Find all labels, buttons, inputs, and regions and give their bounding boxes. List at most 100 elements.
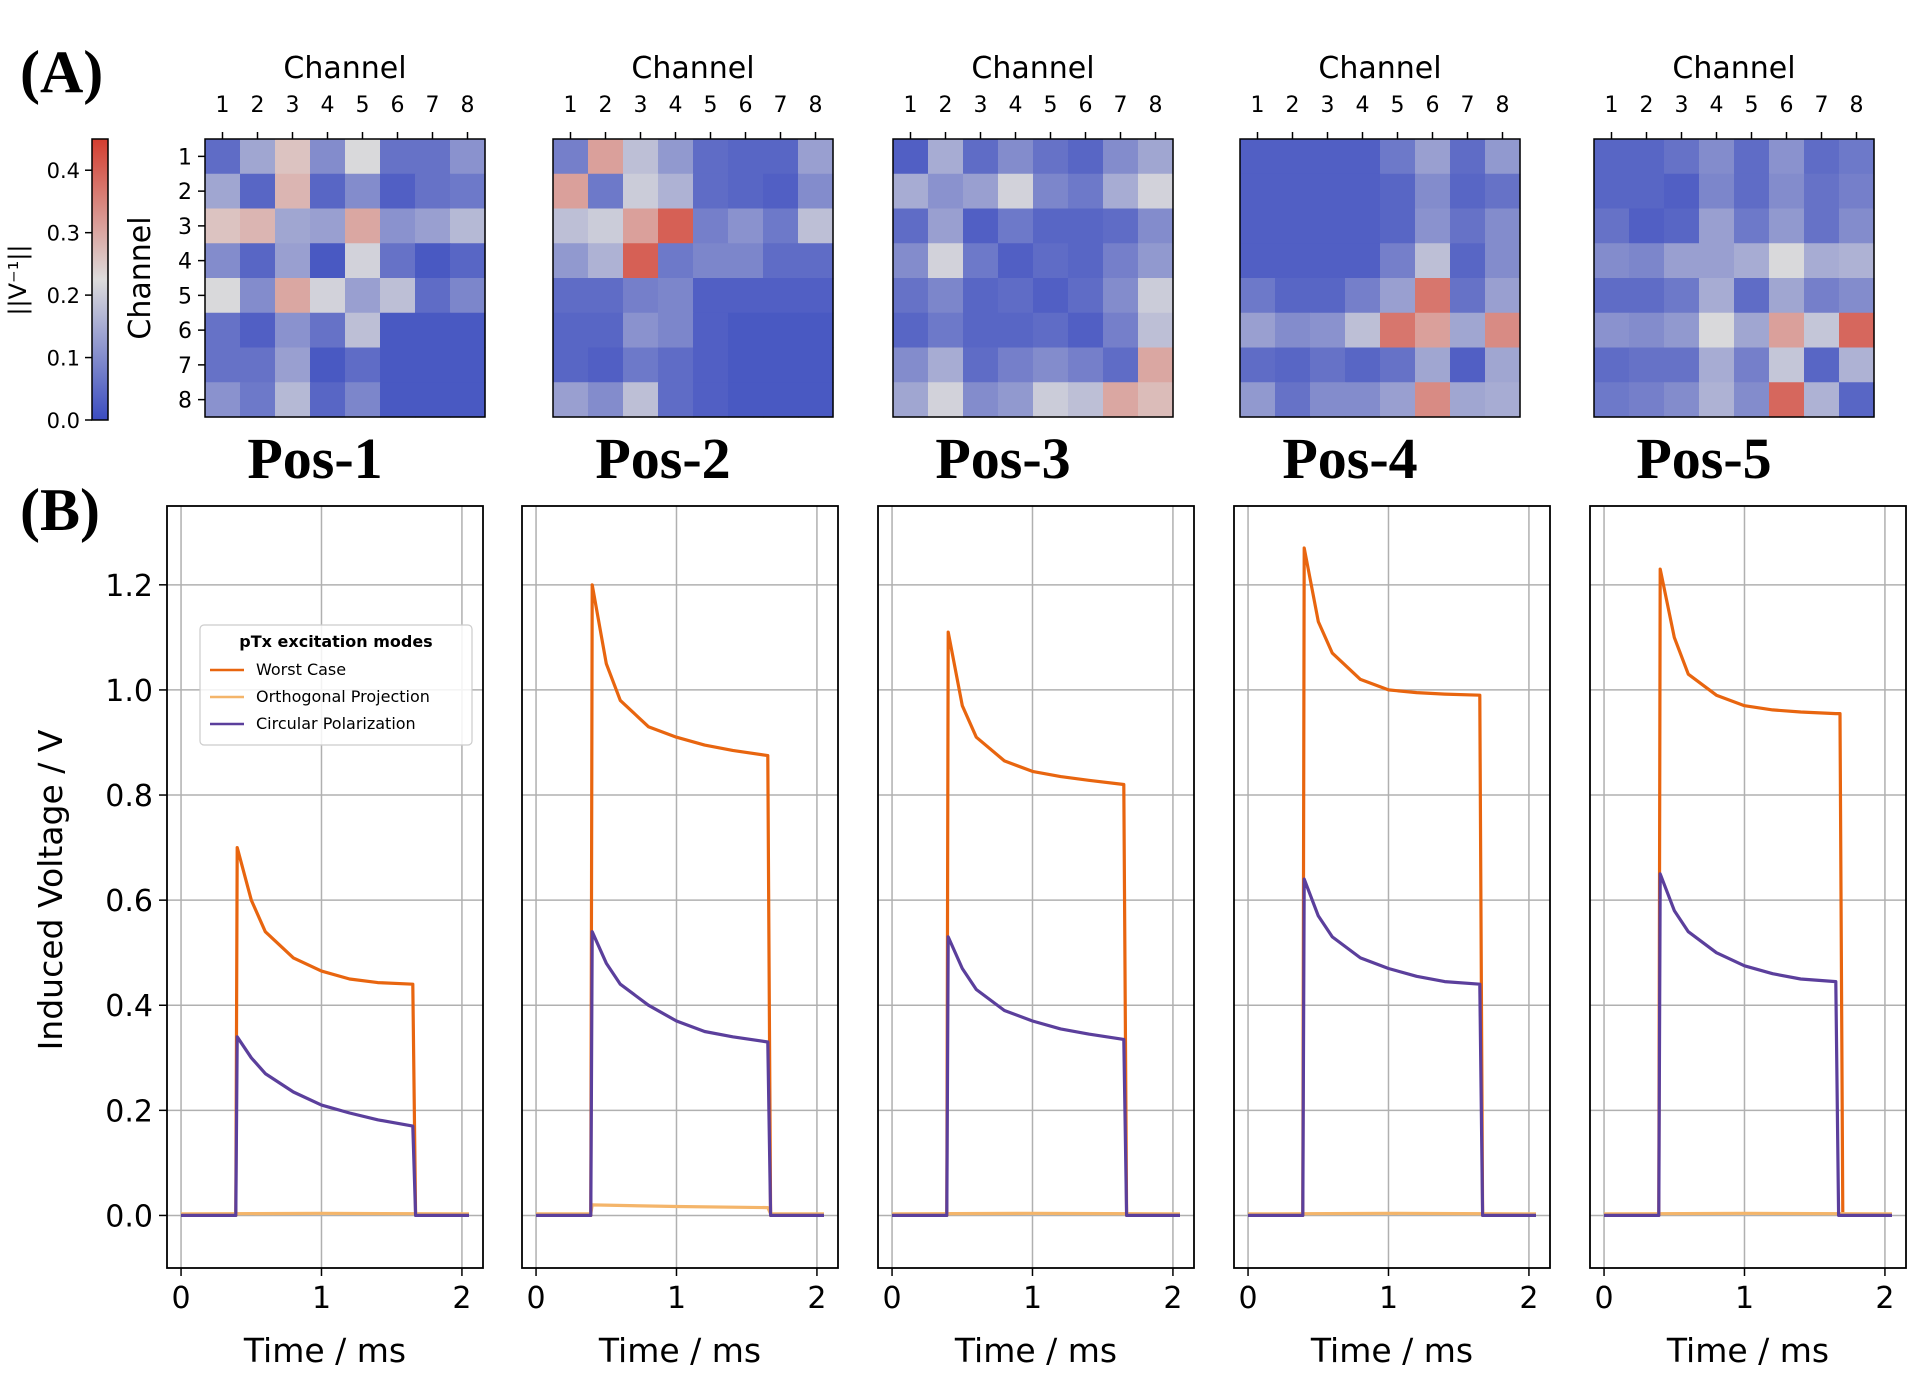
y-tick-label: 2 [178,180,192,205]
heatmap-cell [553,173,589,210]
heatmap-cell [998,243,1034,279]
heatmap-cell [1380,208,1416,244]
heatmap-cell [763,382,799,418]
x-tick-label: 5 [1044,93,1058,118]
y-tick-label: 4 [178,250,192,275]
x-tick-label: 0 [1594,1281,1613,1316]
heatmap-cell [928,278,964,314]
heatmap-cell [1594,347,1630,383]
legend-box [199,624,473,746]
heatmap-cell [963,347,999,383]
heatmap-cell [415,347,451,383]
heatmap-cell [1033,173,1069,210]
heatmap-cell [1068,312,1104,349]
heatmap-cell [553,278,589,314]
heatmap-cell [1345,278,1381,314]
x-tick-label: 3 [974,93,988,118]
legend-entry: Orthogonal Projection [256,687,430,706]
heatmap-cell [450,382,486,418]
heatmap-cell [450,278,486,314]
heatmap-cell [963,312,999,349]
heatmap-cell [1734,347,1770,383]
heatmap-cell [763,347,799,383]
x-tick-label: 8 [1149,93,1163,118]
heatmap-cell [1380,347,1416,383]
heatmap-cell [798,312,834,349]
pos-title: Pos-2 [595,426,730,491]
y-axis-label: Channel [123,216,158,339]
x-tick-label: 1 [1605,93,1619,118]
x-axis-label: Time / ms [598,1331,761,1370]
heatmap-cell [1310,139,1346,175]
x-tick-label: 8 [1850,93,1864,118]
pos-title: Pos-3 [935,426,1070,491]
heatmap-cell [1629,173,1665,210]
colorbar-tick-label: 0.3 [47,222,80,246]
heatmap-cell [1699,139,1735,175]
heatmap-cell [1769,208,1805,244]
heatmap-cell [345,208,381,244]
heatmap-cell [623,208,659,244]
heatmap-cell [998,347,1034,383]
x-axis-label: Channel [631,51,754,86]
heatmap-cell [1240,243,1276,279]
heatmap-cell [1240,382,1276,418]
heatmap-cell [1804,312,1840,349]
heatmap-cell [240,278,276,314]
heatmap-cell [415,382,451,418]
heatmap-cell [798,173,834,210]
y-tick-label: 0.2 [105,1094,153,1129]
heatmap-cell [728,382,764,418]
heatmap-cell [693,278,729,314]
heatmap-cell [345,278,381,314]
heatmap-frame [204,138,486,418]
heatmap-cell [1240,312,1276,349]
heatmap-cell [1415,139,1451,175]
x-tick-label: 6 [1426,93,1440,118]
heatmap-cell [345,173,381,210]
y-tick-label: 3 [178,215,192,240]
heatmap-cell [1240,208,1276,244]
heatmap-cell [1103,278,1139,314]
x-axis-label: Time / ms [1666,1331,1829,1370]
y-tick-label: 0.8 [105,779,153,814]
plot-frame [521,505,839,1269]
heatmap-cell [1485,173,1521,210]
heatmap-cell [310,382,346,418]
heatmap-cell [380,139,416,175]
heatmap-cell [450,139,486,175]
heatmap-cell [1804,243,1840,279]
heatmap-cell [1415,347,1451,383]
x-tick-label: 7 [426,93,440,118]
heatmap-cell [763,243,799,279]
heatmap-cell [205,243,241,279]
y-tick-label: 1 [178,145,192,170]
heatmap-cell [1310,208,1346,244]
x-tick-label: 3 [634,93,648,118]
heatmap-cell [1594,382,1630,418]
plot-frame [1233,505,1551,1269]
heatmap-cell [658,139,694,175]
heatmap-cell [798,139,834,175]
colorbar-bar [91,138,109,421]
heatmap-cell [1033,347,1069,383]
heatmap-cell [693,139,729,175]
heatmap-cell [963,173,999,210]
heatmap-cell [345,382,381,418]
x-tick-label: 8 [809,93,823,118]
heatmap-cell [380,382,416,418]
heatmap-cell [1664,278,1700,314]
x-tick-label: 1 [1251,93,1265,118]
heatmap-cell [1275,312,1311,349]
heatmap-cell [1240,173,1276,210]
heatmap-cell [998,382,1034,418]
heatmap-cell [1804,278,1840,314]
heatmap-cell [1734,312,1770,349]
x-tick-label: 8 [1496,93,1510,118]
heatmap-cell [310,173,346,210]
heatmap-cell [1345,243,1381,279]
plot-frame [166,505,484,1269]
heatmap-cell [240,312,276,349]
heatmap-cell [1769,139,1805,175]
heatmap-cell [893,347,929,383]
